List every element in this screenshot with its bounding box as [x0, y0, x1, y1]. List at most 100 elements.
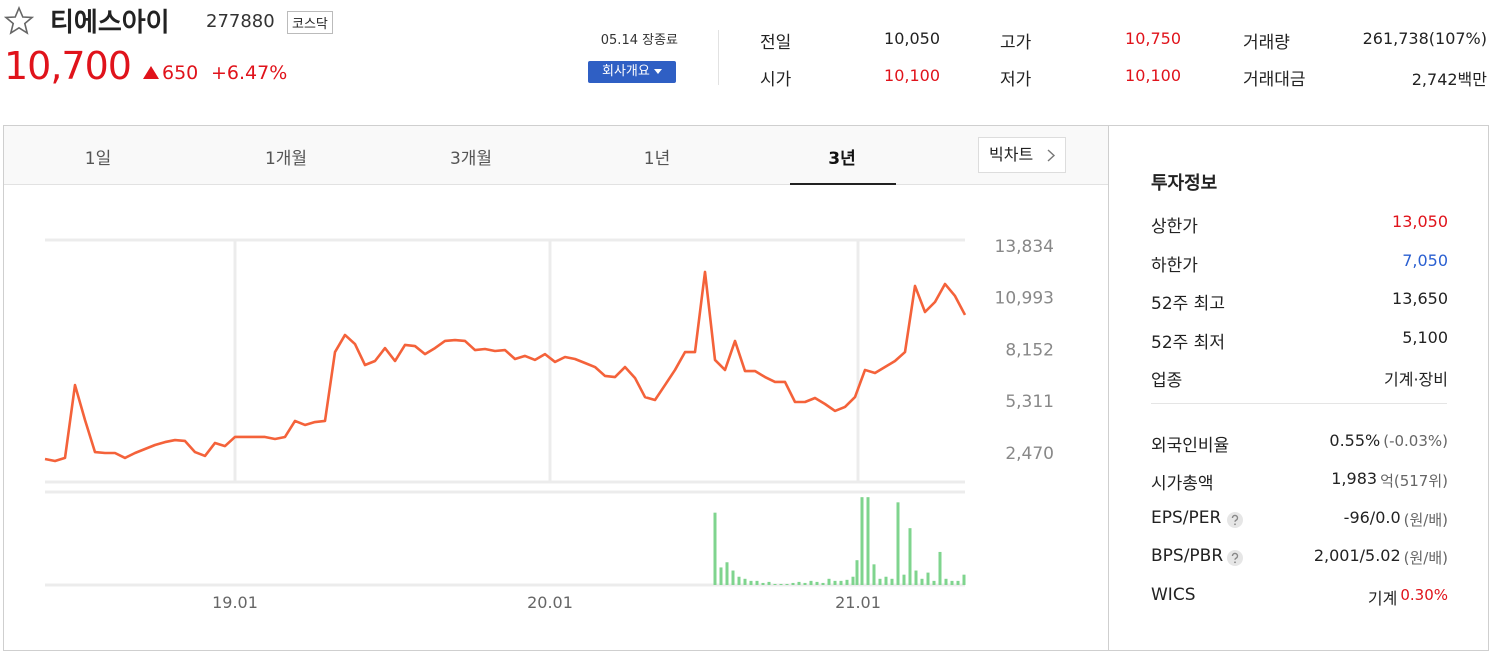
volume-bar — [962, 574, 966, 585]
info-label: 52주 최저 — [1151, 332, 1225, 353]
volume-bar — [926, 572, 930, 585]
change-percent: +6.47% — [211, 62, 288, 84]
big-chart-button[interactable]: 빅차트 — [978, 137, 1066, 173]
volume-bar — [713, 512, 717, 585]
summary-value: 10,050 — [884, 29, 940, 48]
info-label: 외국인비율 — [1151, 435, 1230, 456]
summary-label: 시가 — [760, 70, 792, 90]
volume-bar — [749, 580, 753, 585]
up-arrow — [143, 66, 159, 79]
volume-bar — [767, 581, 771, 585]
stock-name: 티에스아이 — [50, 8, 170, 38]
info-value: 0.55% — [1329, 430, 1381, 450]
market-status: 05.14 장종료 — [600, 33, 678, 48]
info-value: 2,001/5.02 — [1313, 546, 1401, 565]
volume-bar — [851, 576, 855, 585]
volume-bar — [815, 581, 819, 585]
info-value: 기계·장비 — [1384, 370, 1448, 389]
volume-bar — [872, 564, 876, 585]
volume-bar — [944, 578, 948, 585]
volume-bar — [833, 580, 837, 585]
volume-bar — [737, 576, 741, 585]
volume-bar — [855, 560, 859, 585]
summary-label: 저가 — [1000, 70, 1032, 90]
info-value: 기계 — [1367, 588, 1398, 608]
volume-bar — [803, 582, 807, 585]
volume-bar — [755, 580, 759, 585]
summary-value: 10,100 — [1125, 66, 1181, 85]
volume-bar — [845, 579, 849, 585]
divider — [718, 30, 719, 85]
stock-code: 277880 — [206, 11, 275, 32]
volume-bar — [797, 581, 801, 585]
summary-value: 10,100 — [884, 66, 940, 85]
price-line — [44, 270, 967, 463]
period-tab[interactable]: 1년 — [643, 149, 671, 169]
price-change: 650 — [162, 62, 199, 84]
period-tab[interactable]: 1개월 — [264, 149, 308, 169]
volume-bar — [773, 583, 777, 585]
info-value: 1,983 — [1331, 469, 1378, 488]
volume-bar — [938, 551, 942, 585]
info-note: (원/배) — [1403, 510, 1448, 529]
volume-bar — [719, 567, 723, 585]
big-chart-label: 빅차트 — [989, 145, 1034, 164]
volume-bar — [725, 562, 729, 585]
info-divider — [1151, 402, 1447, 404]
info-value: 7,050 — [1402, 250, 1448, 270]
x-tick-label: 21.01 — [835, 593, 881, 612]
info-value: -96/0.0 — [1343, 507, 1401, 527]
chart-panel: 1일 1개월 3개월 1년 3년 빅차트 — [3, 125, 1108, 651]
period-tab[interactable]: 1일 — [84, 149, 112, 169]
volume-bar — [743, 578, 747, 585]
summary-label: 전일 — [760, 33, 792, 53]
summary-value: 2,742백만 — [1411, 70, 1487, 89]
period-tab[interactable]: 3년 — [828, 149, 856, 169]
info-label: WICS — [1151, 584, 1196, 605]
summary-label: 거래량 — [1243, 33, 1290, 53]
help-icon[interactable] — [1226, 511, 1244, 529]
favorite-star[interactable] — [4, 6, 34, 36]
company-button-label: 회사개요 — [602, 64, 650, 79]
volume-bar — [761, 582, 765, 585]
volume-bar — [884, 576, 888, 585]
volume-bar — [791, 582, 795, 585]
volume-bar — [839, 580, 843, 585]
chevron — [1047, 149, 1056, 162]
summary-label: 고가 — [1000, 33, 1032, 53]
volume-bar — [914, 570, 918, 585]
summary-value: 10,750 — [1125, 29, 1181, 48]
volume-bar — [731, 570, 735, 585]
volume-bar — [821, 582, 825, 585]
volume-bar — [827, 578, 831, 585]
volume-bar — [878, 578, 882, 585]
active-underline — [790, 183, 896, 185]
info-label: 하한가 — [1151, 255, 1198, 276]
info-title: 투자정보 — [1151, 173, 1218, 194]
info-value: 13,650 — [1392, 289, 1448, 308]
company-button[interactable]: 회사개요 — [588, 61, 676, 83]
info-label: 업종 — [1151, 371, 1183, 391]
chart: 13,834 10,993 8,152 5,311 2,470 19.01 20.01 21.… — [44, 237, 1054, 612]
help-icon[interactable] — [1226, 549, 1244, 567]
y-tick-label: 5,311 — [1005, 392, 1054, 412]
volume-bar — [920, 578, 924, 585]
volume-bar — [860, 497, 864, 585]
volume-bar — [866, 497, 870, 585]
dropdown-arrow — [653, 69, 662, 74]
info-note: 0.30% — [1400, 585, 1448, 604]
summary-value: 261,738(107%) — [1362, 29, 1487, 48]
y-tick-label: 10,993 — [995, 289, 1054, 309]
volume-bar — [902, 574, 906, 585]
period-tab[interactable]: 3개월 — [449, 149, 493, 169]
x-tick-label: 20.01 — [527, 593, 573, 612]
volume-bar — [785, 583, 789, 585]
info-note: (-0.03%) — [1383, 431, 1448, 450]
info-label: EPS/PER — [1151, 507, 1222, 528]
current-price: 10,700 — [4, 44, 132, 88]
volume-bar — [908, 528, 912, 585]
info-note: 억(517위) — [1380, 472, 1448, 490]
info-note: (원/배) — [1403, 549, 1448, 567]
y-tick-label: 2,470 — [1005, 444, 1054, 464]
volume-bar — [956, 580, 960, 585]
